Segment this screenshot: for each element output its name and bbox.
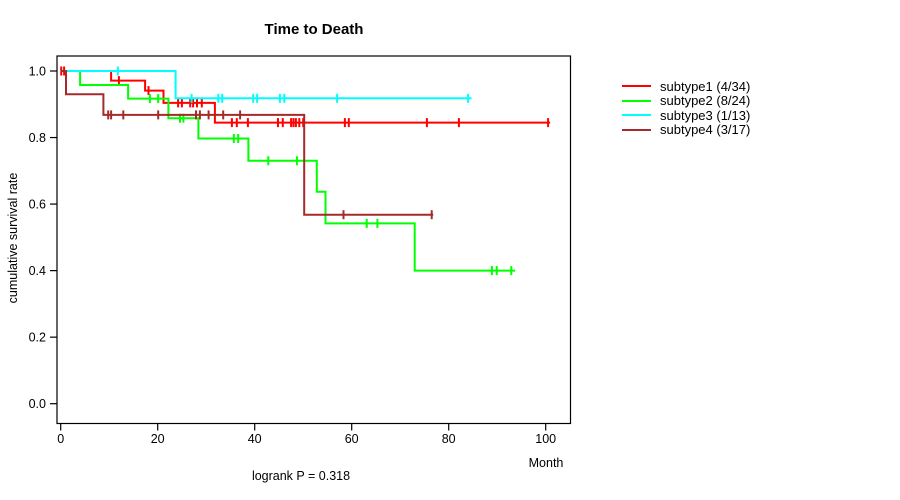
svg-text:0: 0 xyxy=(57,432,64,446)
y-axis-label: cumulative survival rate xyxy=(6,172,20,304)
svg-text:0.0: 0.0 xyxy=(29,397,46,411)
legend-line-swatch xyxy=(622,99,651,102)
legend-item: subtype4 (3/17) xyxy=(622,122,751,138)
legend: subtype1 (4/34) subtype2 (8/24) subtype3… xyxy=(622,79,750,137)
legend-item: subtype1 (4/34) xyxy=(622,79,750,94)
legend-line-swatch xyxy=(622,114,651,117)
legend-line-swatch xyxy=(622,128,651,131)
svg-text:0.2: 0.2 xyxy=(29,331,46,345)
svg-text:0.6: 0.6 xyxy=(29,198,46,212)
legend-label: subtype1 (4/34) xyxy=(660,78,751,94)
svg-text:1.0: 1.0 xyxy=(29,65,46,79)
x-axis-label: Month xyxy=(528,456,564,470)
legend-label: subtype2 (8/24) xyxy=(660,93,751,109)
svg-text:40: 40 xyxy=(248,432,262,446)
logrank-pvalue: logrank P = 0.318 xyxy=(251,469,351,483)
svg-text:60: 60 xyxy=(345,432,359,446)
svg-text:80: 80 xyxy=(442,432,456,446)
svg-text:0.8: 0.8 xyxy=(29,131,46,145)
legend-label: subtype3 (1/13) xyxy=(660,107,751,123)
legend-label: subtype4 (3/17) xyxy=(660,122,751,138)
legend-line-swatch xyxy=(622,85,651,88)
svg-text:20: 20 xyxy=(151,432,165,446)
legend-item: subtype3 (1/13) xyxy=(622,108,750,123)
legend-item: subtype2 (8/24) xyxy=(622,93,751,109)
svg-text:100: 100 xyxy=(535,432,556,446)
chart-title: Time to Death xyxy=(264,21,364,38)
svg-text:0.4: 0.4 xyxy=(29,264,46,278)
